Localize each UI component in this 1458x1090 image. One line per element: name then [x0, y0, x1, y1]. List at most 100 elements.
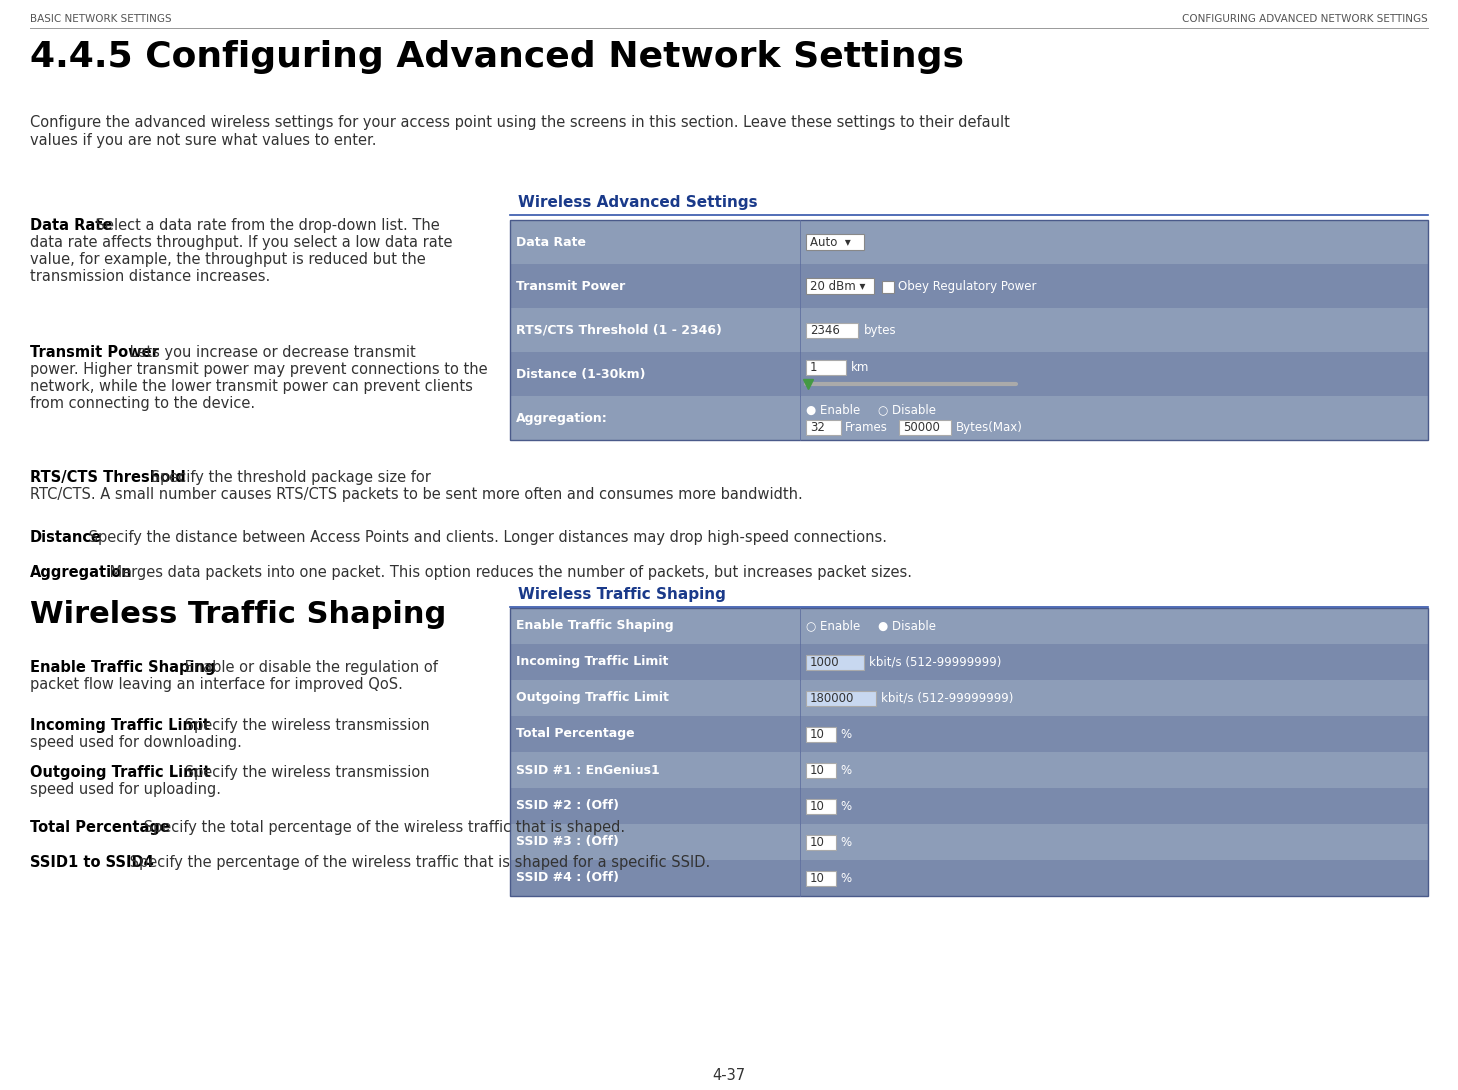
Text: %: %: [840, 872, 851, 884]
Text: Total Percentage: Total Percentage: [31, 820, 171, 835]
Text: SSID #3 : (Off): SSID #3 : (Off): [516, 836, 618, 848]
Text: SSID1 to SSID4: SSID1 to SSID4: [31, 855, 153, 870]
Text: RTS/CTS Threshold (1 - 2346): RTS/CTS Threshold (1 - 2346): [516, 324, 722, 337]
Bar: [806, 654, 865, 669]
Bar: [510, 644, 1427, 680]
Text: Data Rate: Data Rate: [516, 235, 586, 249]
Text: Specify the wireless transmission: Specify the wireless transmission: [179, 765, 429, 780]
Text: %: %: [840, 763, 851, 776]
Text: Wireless Traffic Shaping: Wireless Traffic Shaping: [518, 588, 726, 602]
Text: 20 dBm ▾: 20 dBm ▾: [811, 279, 866, 292]
Text: SSID #2 : (Off): SSID #2 : (Off): [516, 799, 620, 812]
Text: 10: 10: [811, 763, 825, 776]
Text: Lets you increase or decrease transmit: Lets you increase or decrease transmit: [125, 346, 416, 360]
Text: Enable or disable the regulation of: Enable or disable the regulation of: [179, 661, 437, 675]
Text: %: %: [840, 799, 851, 812]
Bar: [806, 278, 873, 294]
Text: 4.4.5 Configuring Advanced Network Settings: 4.4.5 Configuring Advanced Network Setti…: [31, 40, 964, 74]
Bar: [510, 752, 1427, 788]
Text: bytes: bytes: [865, 324, 897, 337]
Text: Transmit Power: Transmit Power: [31, 346, 159, 360]
Text: Configure the advanced wireless settings for your access point using the screens: Configure the advanced wireless settings…: [31, 116, 1010, 130]
Text: Incoming Traffic Limit: Incoming Traffic Limit: [31, 718, 210, 732]
Bar: [510, 352, 1427, 396]
Text: CONFIGURING ADVANCED NETWORK SETTINGS: CONFIGURING ADVANCED NETWORK SETTINGS: [1182, 14, 1427, 24]
Text: Enable Traffic Shaping: Enable Traffic Shaping: [516, 619, 674, 632]
Bar: [882, 281, 894, 293]
Text: Outgoing Traffic Limit: Outgoing Traffic Limit: [31, 765, 210, 780]
Text: Enable Traffic Shaping: Enable Traffic Shaping: [31, 661, 216, 675]
Text: network, while the lower transmit power can prevent clients: network, while the lower transmit power …: [31, 379, 472, 393]
Text: data rate affects throughput. If you select a low data rate: data rate affects throughput. If you sel…: [31, 235, 452, 250]
Text: 1000: 1000: [811, 655, 840, 668]
Text: kbit/s (512-99999999): kbit/s (512-99999999): [869, 655, 1002, 668]
Text: Auto  ▾: Auto ▾: [811, 235, 851, 249]
Text: SSID #4 : (Off): SSID #4 : (Off): [516, 872, 620, 884]
Text: kbit/s (512-99999999): kbit/s (512-99999999): [881, 691, 1013, 704]
Bar: [806, 763, 835, 777]
Text: 10: 10: [811, 799, 825, 812]
Text: 1: 1: [811, 361, 818, 374]
Text: Specify the total percentage of the wireless traffic that is shaped.: Specify the total percentage of the wire…: [139, 820, 625, 835]
Text: Specify the percentage of the wireless traffic that is shaped for a specific SSI: Specify the percentage of the wireless t…: [125, 855, 710, 870]
Bar: [806, 234, 865, 250]
Bar: [510, 716, 1427, 752]
Text: Aggregation: Aggregation: [31, 565, 133, 580]
Text: Merges data packets into one packet. This option reduces the number of packets, : Merges data packets into one packet. Thi…: [105, 565, 911, 580]
Text: 2346: 2346: [811, 324, 840, 337]
Text: Wireless Traffic Shaping: Wireless Traffic Shaping: [31, 600, 446, 629]
Text: Aggregation:: Aggregation:: [516, 412, 608, 424]
Bar: [510, 788, 1427, 824]
Bar: [806, 871, 835, 885]
Text: Specify the threshold package size for: Specify the threshold package size for: [146, 470, 430, 485]
Text: Bytes(Max): Bytes(Max): [956, 421, 1024, 434]
Bar: [806, 727, 835, 741]
Text: Wireless Advanced Settings: Wireless Advanced Settings: [518, 195, 758, 210]
Text: from connecting to the device.: from connecting to the device.: [31, 396, 255, 411]
Text: speed used for uploading.: speed used for uploading.: [31, 782, 222, 797]
Text: Transmit Power: Transmit Power: [516, 279, 625, 292]
Text: packet flow leaving an interface for improved QoS.: packet flow leaving an interface for imp…: [31, 677, 402, 692]
Text: Total Percentage: Total Percentage: [516, 727, 634, 740]
Bar: [806, 690, 876, 705]
Text: Obey Regulatory Power: Obey Regulatory Power: [898, 279, 1037, 292]
Text: 32: 32: [811, 421, 825, 434]
Text: transmission distance increases.: transmission distance increases.: [31, 269, 270, 284]
Text: 10: 10: [811, 727, 825, 740]
Text: ● Disable: ● Disable: [878, 619, 936, 632]
Text: RTS/CTS Threshold: RTS/CTS Threshold: [31, 470, 185, 485]
Bar: [510, 396, 1427, 440]
Text: BASIC NETWORK SETTINGS: BASIC NETWORK SETTINGS: [31, 14, 172, 24]
Text: values if you are not sure what values to enter.: values if you are not sure what values t…: [31, 133, 376, 148]
Text: speed used for downloading.: speed used for downloading.: [31, 735, 242, 750]
Bar: [510, 680, 1427, 716]
Text: Data Rate: Data Rate: [31, 218, 112, 233]
Text: Specify the wireless transmission: Specify the wireless transmission: [179, 718, 429, 732]
Bar: [510, 308, 1427, 352]
Text: Distance: Distance: [31, 530, 102, 545]
Bar: [510, 608, 1427, 896]
Text: 10: 10: [811, 872, 825, 884]
Text: Distance (1-30km): Distance (1-30km): [516, 367, 646, 380]
Text: power. Higher transmit power may prevent connections to the: power. Higher transmit power may prevent…: [31, 362, 487, 377]
Bar: [806, 799, 835, 813]
Bar: [806, 835, 835, 849]
Text: Specify the distance between Access Points and clients. Longer distances may dro: Specify the distance between Access Poin…: [85, 530, 888, 545]
Bar: [510, 608, 1427, 644]
Text: km: km: [851, 361, 869, 374]
Bar: [900, 420, 951, 435]
Text: ○ Enable: ○ Enable: [806, 619, 860, 632]
Bar: [510, 860, 1427, 896]
Text: RTC/CTS. A small number causes RTS/CTS packets to be sent more often and consume: RTC/CTS. A small number causes RTS/CTS p…: [31, 487, 803, 502]
Bar: [806, 323, 857, 338]
Text: ● Enable: ● Enable: [806, 403, 860, 416]
Bar: [510, 220, 1427, 440]
Text: Outgoing Traffic Limit: Outgoing Traffic Limit: [516, 691, 669, 704]
Text: 180000: 180000: [811, 691, 854, 704]
Text: Select a data rate from the drop-down list. The: Select a data rate from the drop-down li…: [92, 218, 440, 233]
Bar: [510, 264, 1427, 308]
Text: SSID #1 : EnGenius1: SSID #1 : EnGenius1: [516, 763, 660, 776]
Text: %: %: [840, 836, 851, 848]
Text: Incoming Traffic Limit: Incoming Traffic Limit: [516, 655, 668, 668]
Bar: [806, 360, 846, 375]
